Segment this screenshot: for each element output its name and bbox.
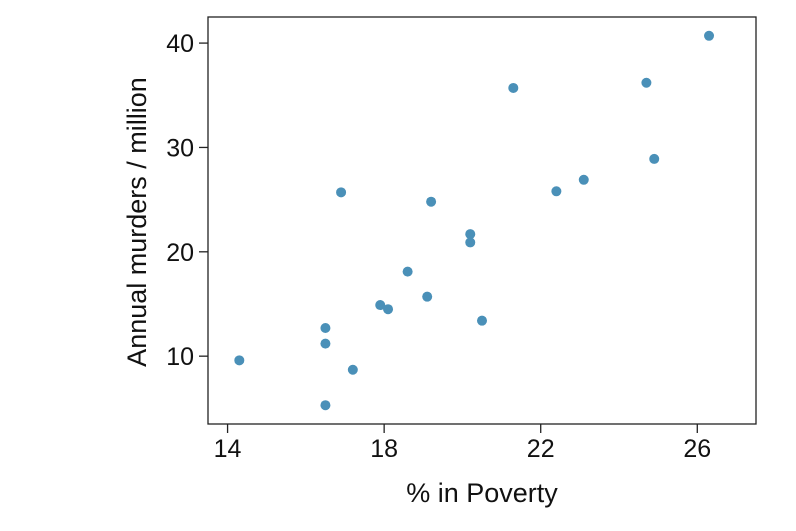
y-tick-label: 10 <box>166 343 194 371</box>
data-point <box>375 300 386 311</box>
x-axis-title: % in Poverty <box>406 478 558 508</box>
y-tick-label: 30 <box>166 134 194 162</box>
y-tick-label: 40 <box>166 30 194 58</box>
data-point <box>402 266 413 277</box>
data-point <box>320 400 331 411</box>
data-point <box>465 229 476 240</box>
y-axis-title: Annual murders / million <box>122 77 152 367</box>
data-point <box>704 30 715 41</box>
data-point <box>426 196 437 207</box>
x-tick-label: 26 <box>683 435 711 463</box>
data-point <box>465 237 476 248</box>
data-point <box>383 304 394 315</box>
x-tick-label: 14 <box>214 435 242 463</box>
data-points <box>234 30 715 411</box>
x-tick-label: 18 <box>370 435 398 463</box>
data-point <box>336 187 347 198</box>
plot-frame <box>207 16 757 425</box>
y-axis: 10 20 30 40 <box>166 30 208 371</box>
x-tick-label: 22 <box>527 435 555 463</box>
data-point <box>477 315 487 326</box>
data-point <box>641 77 652 88</box>
data-point <box>234 355 245 366</box>
data-point <box>422 291 433 302</box>
x-axis: 14 18 22 26 <box>214 424 711 463</box>
data-point <box>320 322 331 333</box>
y-tick-label: 20 <box>166 239 194 267</box>
data-point <box>347 364 358 375</box>
data-point <box>649 153 660 164</box>
data-point <box>508 82 519 93</box>
data-point <box>578 174 589 185</box>
data-point <box>551 186 562 197</box>
data-point <box>320 338 331 349</box>
